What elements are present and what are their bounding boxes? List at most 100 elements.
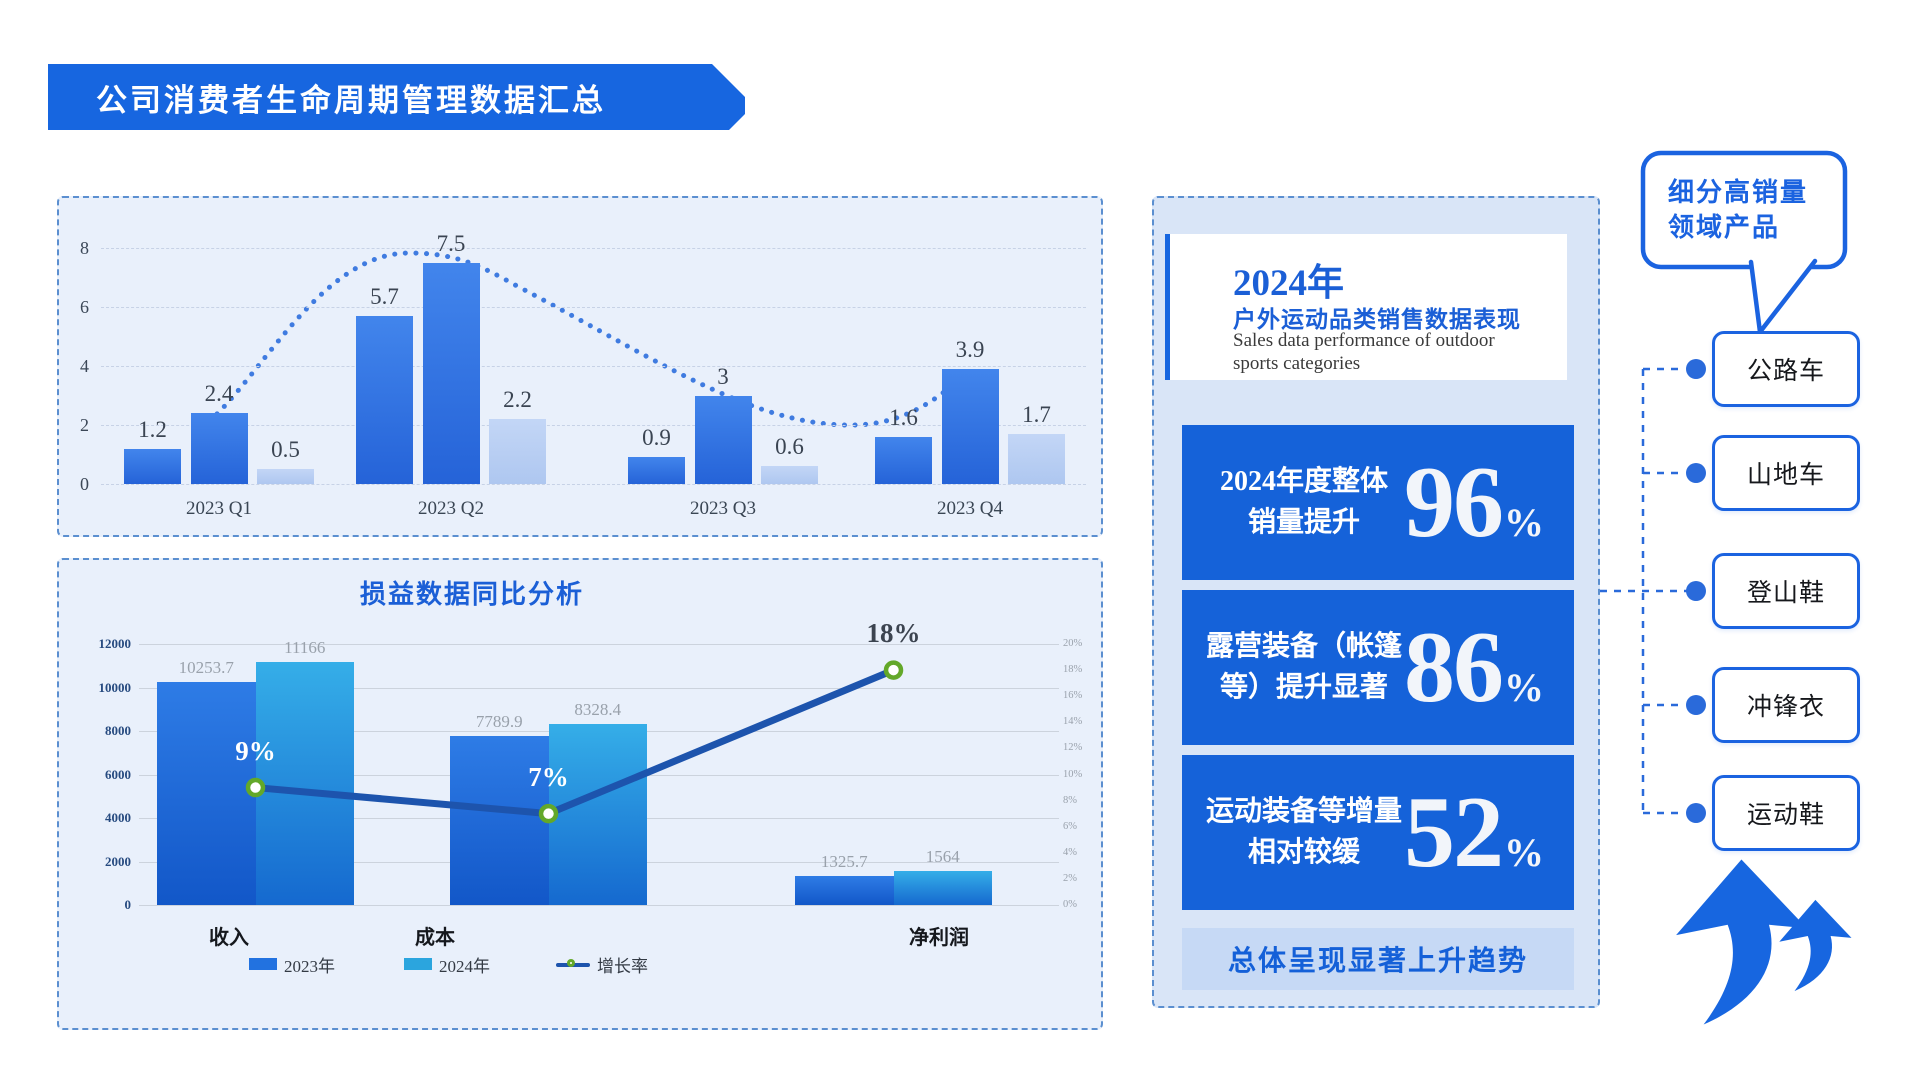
right-axis-tick-label: 6% — [1063, 820, 1077, 832]
bar-value-label: 1.7 — [1022, 401, 1051, 427]
gridline — [101, 248, 1086, 249]
bar-value-label: 7789.9 — [475, 711, 523, 731]
bar-2024年-收入 — [255, 662, 354, 905]
right-axis-tick-label: 10% — [1063, 768, 1083, 780]
growth-rate-label: 9% — [235, 735, 276, 766]
legend-swatch — [249, 958, 277, 970]
growth-arrows-icon — [1676, 859, 1852, 1025]
y-axis-tick-label: 8 — [80, 238, 89, 258]
y-axis-tick-label: 2 — [80, 415, 89, 435]
gridline — [101, 484, 1086, 485]
legend-line-swatch — [556, 958, 590, 970]
stat-value: 96 % — [1404, 451, 1544, 554]
connector-dots — [1686, 359, 1706, 823]
right-axis-tick-label: 18% — [1063, 664, 1083, 676]
growth-rate-label: 18% — [866, 618, 921, 649]
bar-value-label: 0.5 — [271, 437, 300, 463]
gridline — [101, 366, 1086, 367]
bar-value-label: 0.9 — [642, 425, 671, 451]
stat-unit: % — [1504, 664, 1544, 710]
stat-card-camping-gear: 露营装备（帐篷 等）提升显著 86 % — [1182, 590, 1574, 745]
right-axis-tick-label: 0% — [1063, 899, 1077, 910]
growth-rate-label: 7% — [528, 761, 569, 792]
bar-value-label: 3 — [717, 363, 729, 389]
stat-card-overall-sales: 2024年度整体 销量提升 96 % — [1182, 425, 1574, 580]
stat-label-line2: 相对较缓 — [1247, 836, 1360, 868]
stat-unit: % — [1504, 829, 1544, 875]
bar-value-label: 1.6 — [889, 404, 918, 430]
bar-2023Q1-s1 — [124, 448, 181, 484]
stat-number: 86 — [1404, 610, 1504, 724]
x-axis-category-label: 2023 Q4 — [937, 498, 1003, 519]
right-axis-tick-label: 2% — [1063, 872, 1077, 884]
stat-label-line2: 销量提升 — [1247, 506, 1360, 538]
header-accent-bar — [1165, 234, 1173, 380]
legend-label: 增长率 — [597, 956, 648, 976]
stats-footer-text: 总体呈现显著上升趋势 — [1227, 946, 1528, 977]
connector-lines — [1600, 367, 1688, 815]
profit-loss-chart: 损益数据同比分析 0 2000 4000 6000 8000 10000 12000 0% 2%… — [57, 558, 1103, 1030]
product-label: 运动鞋 — [1746, 802, 1825, 829]
stats-footer-strip: 总体呈现显著上升趋势 — [1182, 928, 1574, 990]
stat-label-line2: 等）提升显著 — [1219, 671, 1388, 703]
right-axis-tick-label: 14% — [1063, 716, 1083, 728]
stats-subtitle-en-line1: Sales data performance of outdoor — [1233, 330, 1495, 351]
stats-subtitle-english: Sales data performance of outdoor sports… — [1233, 330, 1495, 376]
stats-panel: 2024年 户外运动品类销售数据表现 Sales data performanc… — [1152, 196, 1600, 1008]
x-axis-category-label: 2023 Q2 — [418, 498, 484, 519]
stats-subtitle: 户外运动品类销售数据表现 — [1233, 307, 1521, 332]
bar-2023Q1-s2 — [190, 413, 248, 484]
gridline — [139, 644, 1059, 645]
stat-value: 86 % — [1404, 610, 1544, 724]
product-box-3: 登山鞋 — [1712, 553, 1860, 629]
quarterly-bar-chart: 0 2 4 6 8 1.2 2.4 0.5 2023 Q1 5.7 7.5 2.2 2023 Q2 0.9… — [57, 196, 1103, 537]
bar-value-label: 11166 — [284, 638, 326, 658]
callout-label: 细分高销量 领域产品 — [1643, 153, 1845, 267]
page-title-banner: 公司消费者生命周期管理数据汇总 — [48, 64, 745, 130]
right-axis-tick-label: 16% — [1063, 690, 1083, 702]
x-axis-category-label: 成本 — [415, 927, 455, 949]
legend-line-marker — [567, 959, 575, 967]
stat-label-line1: 2024年度整体 — [1219, 465, 1388, 497]
bar-2023Q3-s2 — [694, 395, 752, 484]
left-axis-tick-label: 4000 — [105, 810, 131, 825]
bar-value-label: 10253.7 — [178, 657, 234, 677]
x-axis-category-label: 2023 Q1 — [186, 498, 252, 519]
callout-line1: 细分高销量 — [1668, 177, 1809, 207]
y-axis-tick-label: 0 — [80, 474, 89, 494]
bar-2023年-收入 — [157, 681, 256, 905]
bar-value-label: 1.2 — [138, 416, 167, 442]
right-axis-tick-label: 4% — [1063, 846, 1077, 858]
left-axis-tick-label: 10000 — [98, 679, 132, 695]
gridline — [101, 307, 1086, 308]
bar-2023Q2-s2 — [422, 262, 480, 484]
gridline — [101, 425, 1086, 426]
stat-label: 2024年度整体 销量提升 — [1204, 462, 1404, 543]
bar-2023Q3-s3 — [761, 466, 818, 484]
left-axis-tick-label: 0 — [124, 897, 132, 912]
legend-item-增长率: 增长率 — [556, 956, 648, 976]
stat-card-sports-equipment: 运动装备等增量 相对较缓 52 % — [1182, 755, 1574, 910]
stat-label: 运动装备等增量 相对较缓 — [1204, 792, 1404, 873]
stats-header-card: 2024年 户外运动品类销售数据表现 Sales data performanc… — [1170, 234, 1567, 380]
bar-value-label: 3.9 — [955, 336, 985, 362]
right-axis-tick-label: 12% — [1063, 742, 1083, 754]
stat-number: 52 — [1404, 775, 1504, 889]
left-axis-tick-label: 6000 — [105, 766, 131, 782]
bar-2023Q3-s1 — [628, 457, 685, 484]
product-box-2: 山地车 — [1712, 435, 1860, 511]
bar-2024年-净利润 — [893, 870, 992, 905]
bar-value-label: 1564 — [925, 846, 960, 866]
bar-value-label: 7.5 — [436, 230, 466, 256]
product-label: 山地车 — [1746, 462, 1825, 489]
bar-2023Q2-s3 — [489, 419, 546, 484]
legend-swatch — [404, 958, 432, 970]
bar-2024年-成本 — [548, 723, 647, 905]
bar-2023Q1-s3 — [257, 469, 314, 484]
legend-label: 2024年 — [439, 956, 490, 976]
bar-value-label: 2.2 — [503, 387, 532, 413]
stat-label: 露营装备（帐篷 等）提升显著 — [1204, 627, 1404, 708]
bar-value-label: 8328.4 — [574, 699, 622, 719]
bar-value-label: 0.6 — [775, 434, 804, 460]
